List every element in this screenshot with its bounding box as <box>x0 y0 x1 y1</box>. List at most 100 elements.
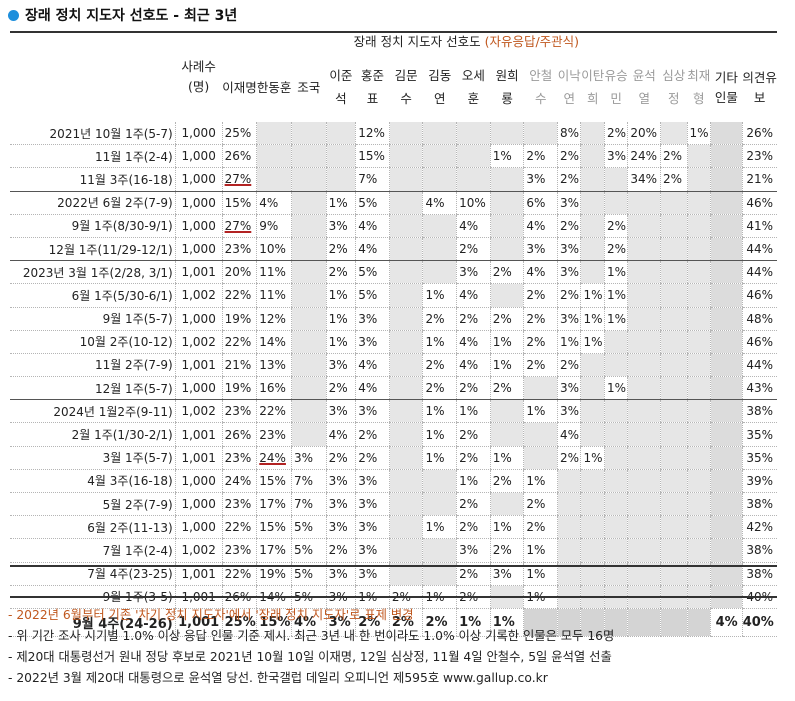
table-row: 3월 1주(5-7) 1,001 23% 24% 3% 2% 2% 1% 2% 1% 2% 1% 35% <box>10 446 777 470</box>
period-label: 3월 1주(5-7) <box>10 446 176 470</box>
percent-cell: 2% <box>325 260 356 285</box>
period-label: 7월 4주(23-25) <box>10 562 176 586</box>
percent-cell <box>580 399 605 424</box>
table-row: 6월 1주(5/30-6/1) 1,002 22% 11% 1% 5% 1% 4% 2% 2% 1%… <box>10 283 777 308</box>
percent-cell: 2% <box>660 144 688 169</box>
percent-cell: 23% <box>221 399 257 424</box>
percent-cell <box>686 214 711 238</box>
percent-cell <box>456 122 491 146</box>
etc-cell <box>710 307 743 331</box>
percent-cell: 10% <box>256 237 292 262</box>
percent-cell: 4% <box>355 214 390 238</box>
percent-cell <box>388 353 423 378</box>
reserve-cell: 40% <box>741 608 777 637</box>
percent-cell <box>388 283 423 308</box>
footnotes: - 2022년 6월부터 기존 '차기 정치 지도자'에서 '장래 정치 지도자… <box>8 605 614 689</box>
reserve-cell: 39% <box>741 469 777 494</box>
reserve-cell: 35% <box>741 446 777 470</box>
percent-cell: 2% <box>489 376 524 401</box>
percent-cell: 2% <box>325 376 356 401</box>
footnote-2: - 위 기간 조사 시기별 1.0% 이상 응답 인물 기준 제시. 최근 3년… <box>8 629 615 643</box>
candidate-header: 조국 <box>297 79 321 95</box>
percent-cell <box>686 538 711 563</box>
percent-cell: 2% <box>557 144 581 169</box>
percent-cell <box>557 469 581 494</box>
percent-cell <box>489 167 524 192</box>
percent-cell <box>388 167 423 192</box>
percent-cell <box>580 214 605 238</box>
period-label: 6월 1주(5/30-6/1) <box>10 283 176 308</box>
table-row: 2월 1주(1/30-2/1) 1,001 26% 23% 4% 2% 1% 2% 4% 35% <box>10 422 777 447</box>
percent-cell <box>627 399 661 424</box>
percent-cell: 22% <box>221 330 257 354</box>
percent-cell: 5% <box>355 260 390 285</box>
sample-size: 1,001 <box>174 260 223 285</box>
percent-cell: 1% <box>422 446 457 470</box>
percent-cell <box>627 307 661 331</box>
candidate-header: 윤석열 <box>632 68 656 106</box>
percent-cell <box>456 144 491 169</box>
percent-cell: 23% <box>256 422 292 447</box>
table-row: 9월 1주(5-7) 1,000 19% 12% 1% 3% 2% 2% 2% 2% 3% 1% 1% 4… <box>10 307 777 331</box>
percent-cell: 1% <box>557 330 581 354</box>
sample-size: 1,001 <box>174 446 223 470</box>
candidate-header: 이재명 <box>222 79 257 95</box>
percent-cell <box>388 237 423 262</box>
percent-cell: 4% <box>422 190 457 215</box>
percent-cell <box>627 330 661 354</box>
percent-cell: 4% <box>355 237 390 262</box>
percent-cell <box>325 167 356 192</box>
candidate-header: 한동훈 <box>256 79 292 95</box>
percent-cell <box>686 237 711 262</box>
percent-cell: 3% <box>355 538 390 563</box>
percent-cell: 3% <box>557 307 581 331</box>
percent-cell: 1% <box>523 538 558 563</box>
percent-cell <box>422 492 457 517</box>
etc-cell <box>710 122 743 146</box>
percent-cell <box>686 422 711 447</box>
table-row: 5월 2주(7-9) 1,000 23% 17% 7% 3% 3% 2% 2% 38% <box>10 492 777 517</box>
etc-cell <box>710 422 743 447</box>
percent-cell <box>290 144 327 169</box>
percent-cell: 11% <box>256 260 292 285</box>
percent-cell: 2% <box>325 237 356 262</box>
reserve-cell: 44% <box>741 260 777 285</box>
percent-cell <box>489 422 524 447</box>
percent-cell <box>660 562 688 586</box>
percent-cell: 23% <box>221 237 257 262</box>
percent-cell: 2% <box>557 283 581 308</box>
percent-cell <box>388 469 423 494</box>
etc-cell <box>710 353 743 378</box>
sample-size: 1,000 <box>174 144 223 169</box>
percent-cell <box>523 376 558 401</box>
candidate-header: 원희룡 <box>495 68 519 106</box>
sample-header: 사례수(명) <box>181 59 216 94</box>
period-label: 2월 1주(1/30-2/1) <box>10 422 176 447</box>
percent-cell <box>686 376 711 401</box>
sample-size: 1,001 <box>174 353 223 378</box>
percent-cell: 1% <box>422 422 457 447</box>
percent-cell <box>660 330 688 354</box>
percent-cell: 1% <box>489 144 524 169</box>
percent-cell: 3% <box>557 237 581 262</box>
reserve-cell: 23% <box>741 144 777 169</box>
period-label: 5월 2주(7-9) <box>10 492 176 517</box>
percent-cell <box>603 492 628 517</box>
percent-cell: 4% <box>290 608 327 637</box>
percent-cell: 1% <box>325 190 356 215</box>
percent-cell <box>290 167 327 192</box>
candidate-header: 이낙연 <box>557 68 581 106</box>
percent-cell <box>290 260 327 285</box>
reserve-header: 의견유보 <box>742 69 777 105</box>
percent-cell <box>325 144 356 169</box>
percent-cell <box>422 562 457 586</box>
percent-cell <box>290 376 327 401</box>
table-bottom-rule <box>10 596 777 598</box>
percent-cell <box>660 237 688 262</box>
percent-cell: 13% <box>256 353 292 378</box>
sample-size: 1,000 <box>174 469 223 494</box>
percent-cell: 5% <box>290 538 327 563</box>
percent-cell <box>660 446 688 470</box>
percent-cell: 5% <box>355 283 390 308</box>
percent-cell <box>627 422 661 447</box>
